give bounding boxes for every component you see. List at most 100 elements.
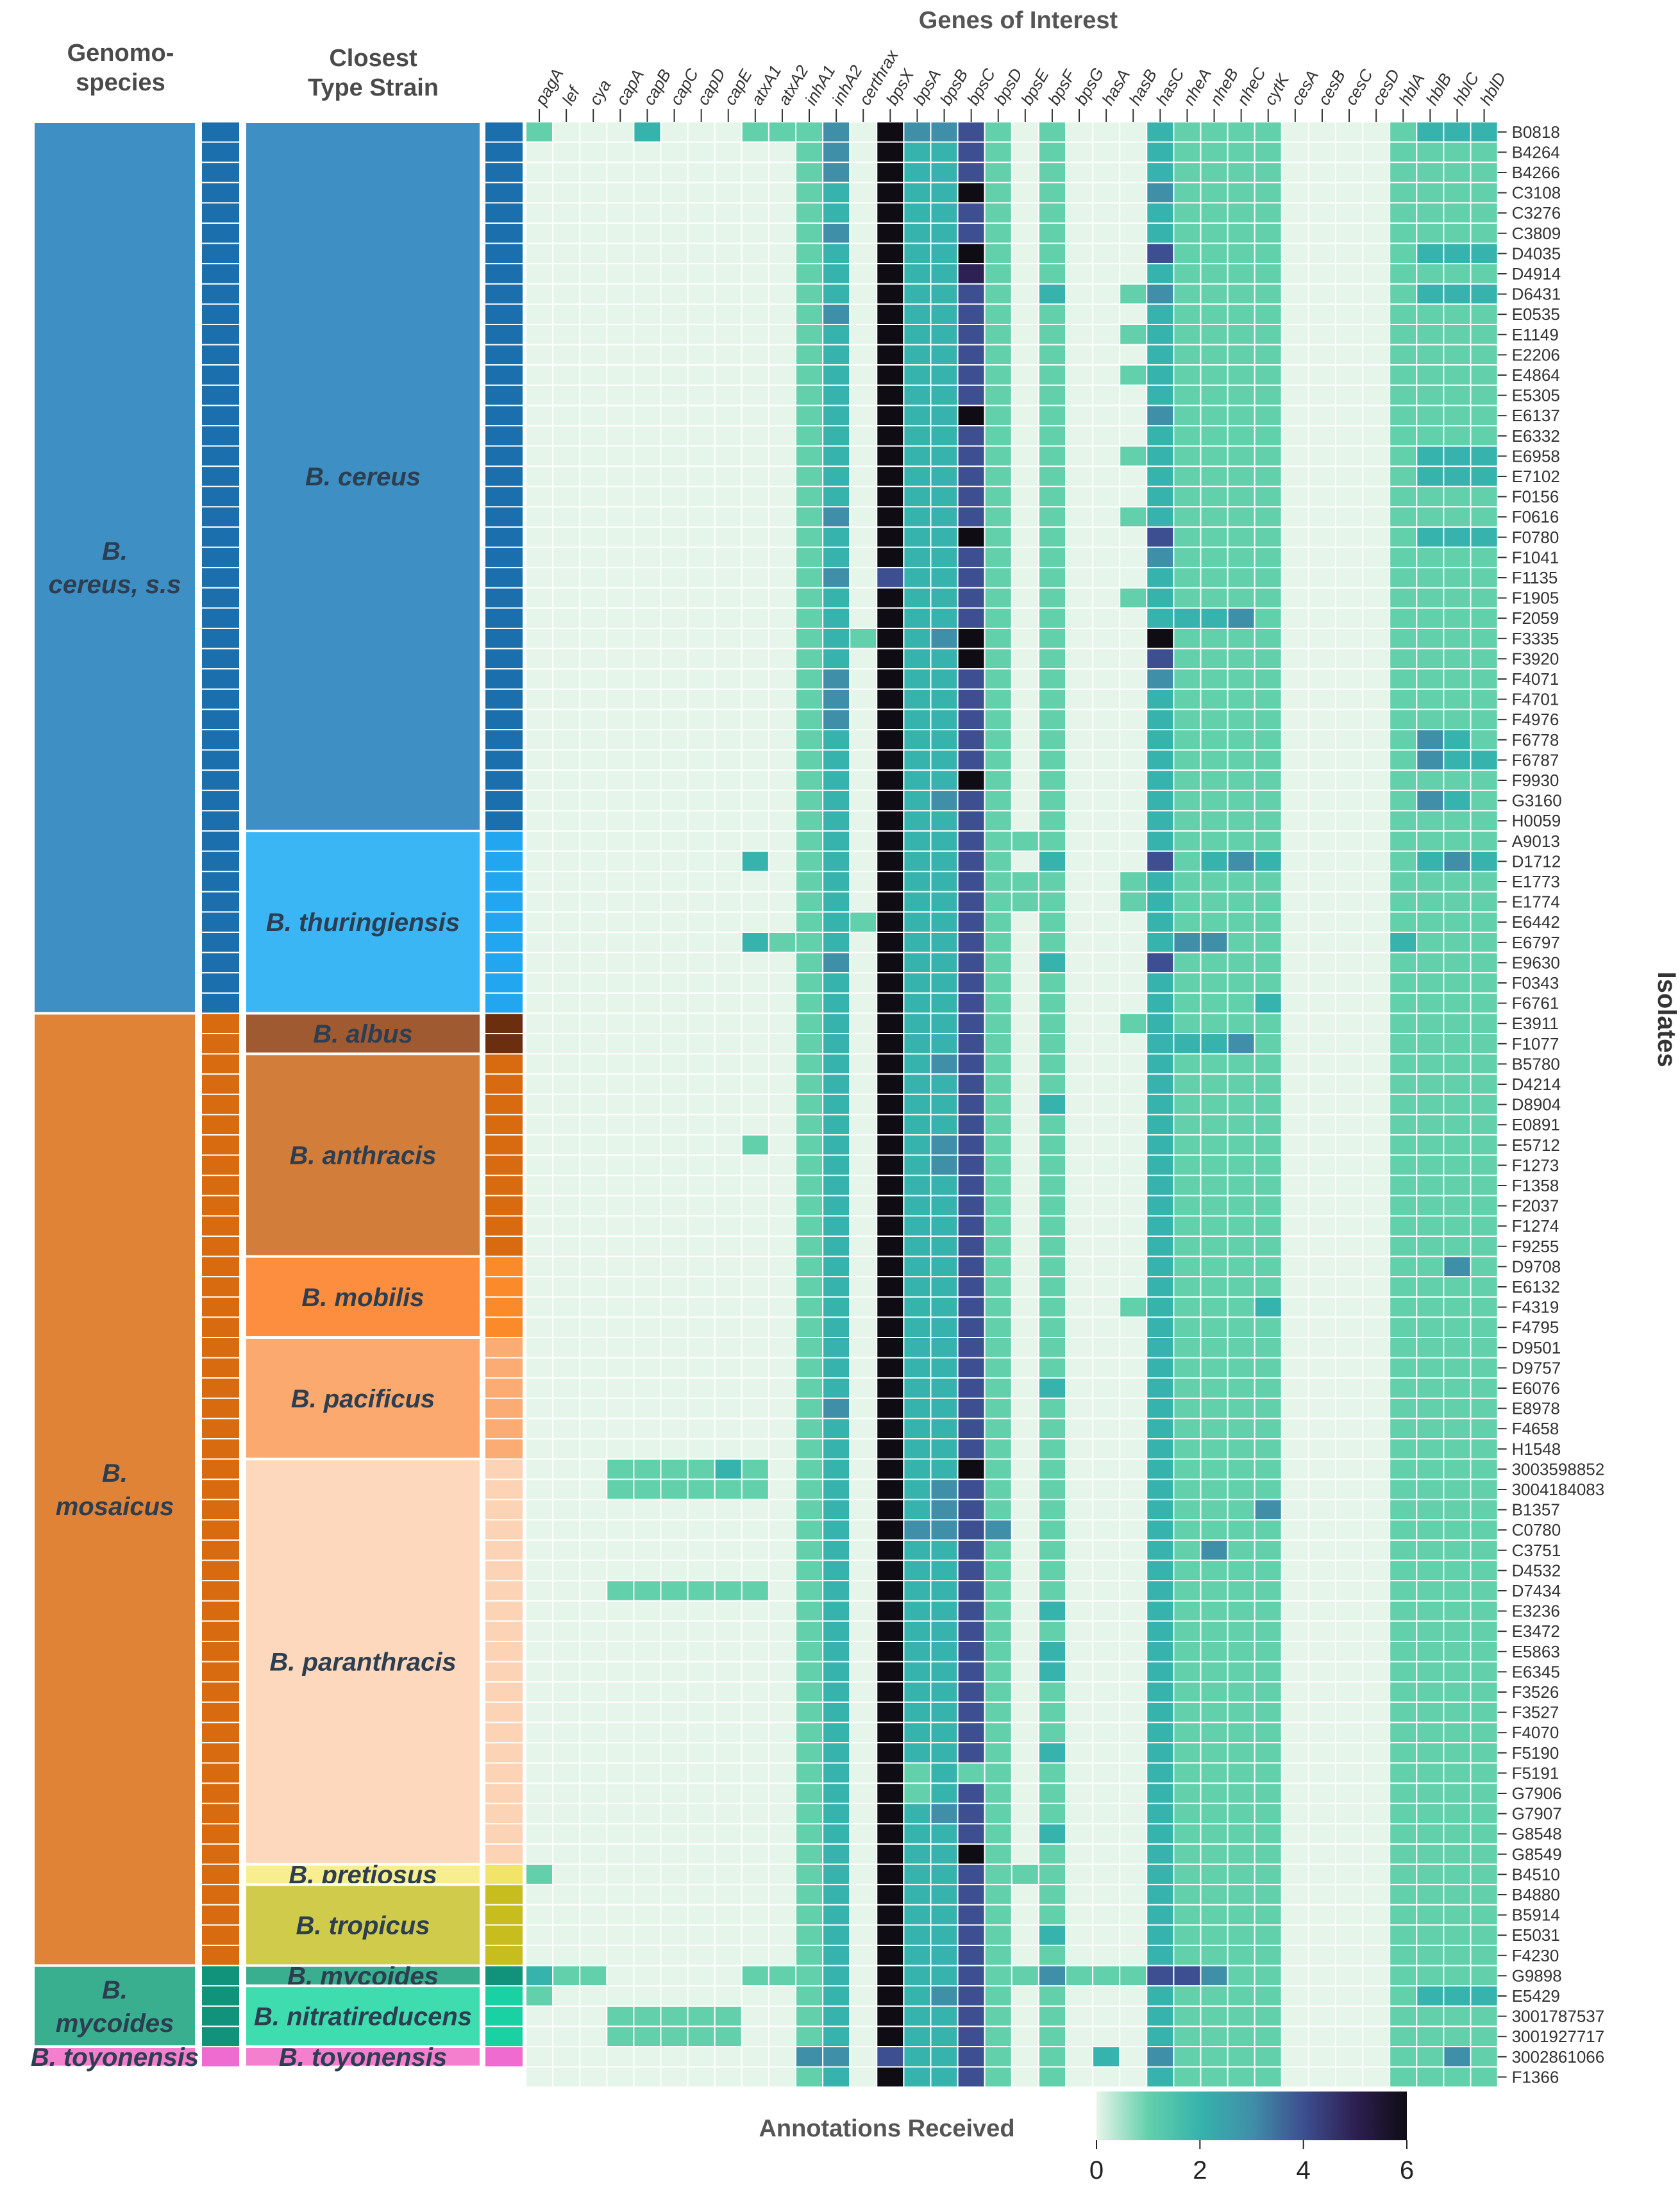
heat-cell [1443, 628, 1472, 650]
heat-cell [714, 1033, 743, 1055]
heat-cell [606, 1337, 635, 1359]
heat-cell [1281, 303, 1309, 325]
heat-cell [1362, 2005, 1391, 2027]
heat-cell [579, 1580, 608, 1602]
heat-cell [633, 1742, 662, 1764]
heat-cell [1146, 303, 1175, 325]
heat-cell [903, 1722, 932, 1743]
heat-cell [579, 1215, 608, 1237]
heat-cell [1200, 1175, 1229, 1196]
heat-cell [1065, 1843, 1094, 1865]
heat-cell [768, 1377, 797, 1399]
heat-cell [1443, 567, 1472, 589]
heat-cell [1389, 1377, 1418, 1399]
isolate-label: G3160 [1512, 791, 1562, 810]
isolate-label: E3236 [1512, 1602, 1560, 1621]
heat-cell [1335, 1418, 1364, 1439]
heat-cell [660, 1863, 689, 1886]
heat-cell [633, 1053, 662, 1075]
heat-cell [1037, 1965, 1067, 1987]
heat-cell [1065, 1195, 1094, 1217]
heat-cell [1227, 1661, 1256, 1683]
heat-cell [1092, 1397, 1121, 1420]
heat-cell [579, 1965, 608, 1987]
heat-cell [1173, 303, 1202, 325]
heat-cell [552, 2005, 581, 2027]
heat-cell [1362, 1600, 1391, 1622]
stripe-cell [484, 1924, 524, 1946]
colorbar-tick-label: 6 [1400, 2156, 1414, 2184]
heat-cell [849, 972, 878, 994]
heat-cell [1416, 1904, 1445, 1926]
heat-cell [1335, 202, 1364, 224]
stripe-cell [201, 1742, 240, 1764]
heat-cell [714, 364, 743, 386]
heat-cell [1254, 789, 1282, 812]
heat-cell [525, 425, 554, 447]
heat-cell [579, 222, 608, 244]
heat-cell [768, 688, 797, 710]
heat-cell [741, 485, 769, 508]
heat-cell [1200, 324, 1229, 346]
heat-cell [984, 1904, 1012, 1926]
heat-cell [660, 688, 689, 710]
heat-cell [1470, 1175, 1499, 1196]
heat-cell [984, 121, 1012, 143]
heat-cell [1443, 1093, 1472, 1116]
heat-cell [552, 506, 581, 528]
heat-cell [525, 567, 554, 589]
gene-label: nheB [1206, 65, 1242, 108]
heat-cell [849, 1580, 878, 1602]
heat-cell [1281, 1479, 1309, 1500]
heat-cell [1173, 1337, 1202, 1359]
heat-cell [1119, 729, 1148, 751]
heat-cell [930, 628, 959, 650]
heat-cell [768, 1965, 797, 1987]
heat-cell [1173, 2005, 1202, 2027]
heat-cell [579, 1337, 608, 1359]
heat-cell [714, 263, 743, 285]
heat-cell [957, 1093, 986, 1116]
heat-cell [1227, 850, 1256, 873]
heat-cell [957, 1012, 986, 1035]
heat-cell [984, 1033, 1012, 1055]
heat-cell [1200, 769, 1229, 791]
heat-cell [1281, 911, 1309, 934]
heat-cell [1389, 546, 1418, 569]
heat-cell [741, 1215, 769, 1237]
heat-cell [1173, 871, 1202, 893]
heat-cell [1335, 1762, 1364, 1784]
heat-cell [1443, 445, 1472, 467]
stripe-cell [201, 891, 240, 913]
heat-cell [876, 1559, 905, 1582]
heat-cell [1065, 1600, 1094, 1622]
heat-cell [1037, 242, 1067, 265]
heat-cell [1281, 1175, 1309, 1196]
heat-cell [1011, 1498, 1039, 1521]
heat-cell [1037, 324, 1067, 346]
heat-cell [1389, 688, 1418, 710]
heat-cell [687, 1357, 716, 1379]
heat-cell [741, 1073, 769, 1095]
heat-cell [1119, 1195, 1148, 1217]
heat-cell [1119, 506, 1148, 528]
heat-cell [1307, 1114, 1337, 1136]
heat-cell [1173, 1215, 1202, 1237]
heat-cell [552, 1012, 581, 1035]
heat-cell [1307, 1539, 1337, 1561]
heat-cell [822, 1945, 851, 1966]
heat-cell [1307, 1093, 1337, 1116]
heat-cell [1254, 344, 1282, 366]
stripe-cell [484, 222, 524, 244]
heat-cell [579, 911, 608, 934]
heat-cell [633, 789, 662, 812]
heat-cell [930, 384, 959, 407]
heat-cell [1416, 932, 1445, 953]
heat-cell [741, 1965, 769, 1987]
heat-cell [660, 1033, 689, 1055]
stripe-cell [201, 1782, 240, 1804]
heat-cell [1335, 263, 1364, 285]
heat-cell [525, 668, 554, 690]
heat-cell [903, 708, 932, 731]
